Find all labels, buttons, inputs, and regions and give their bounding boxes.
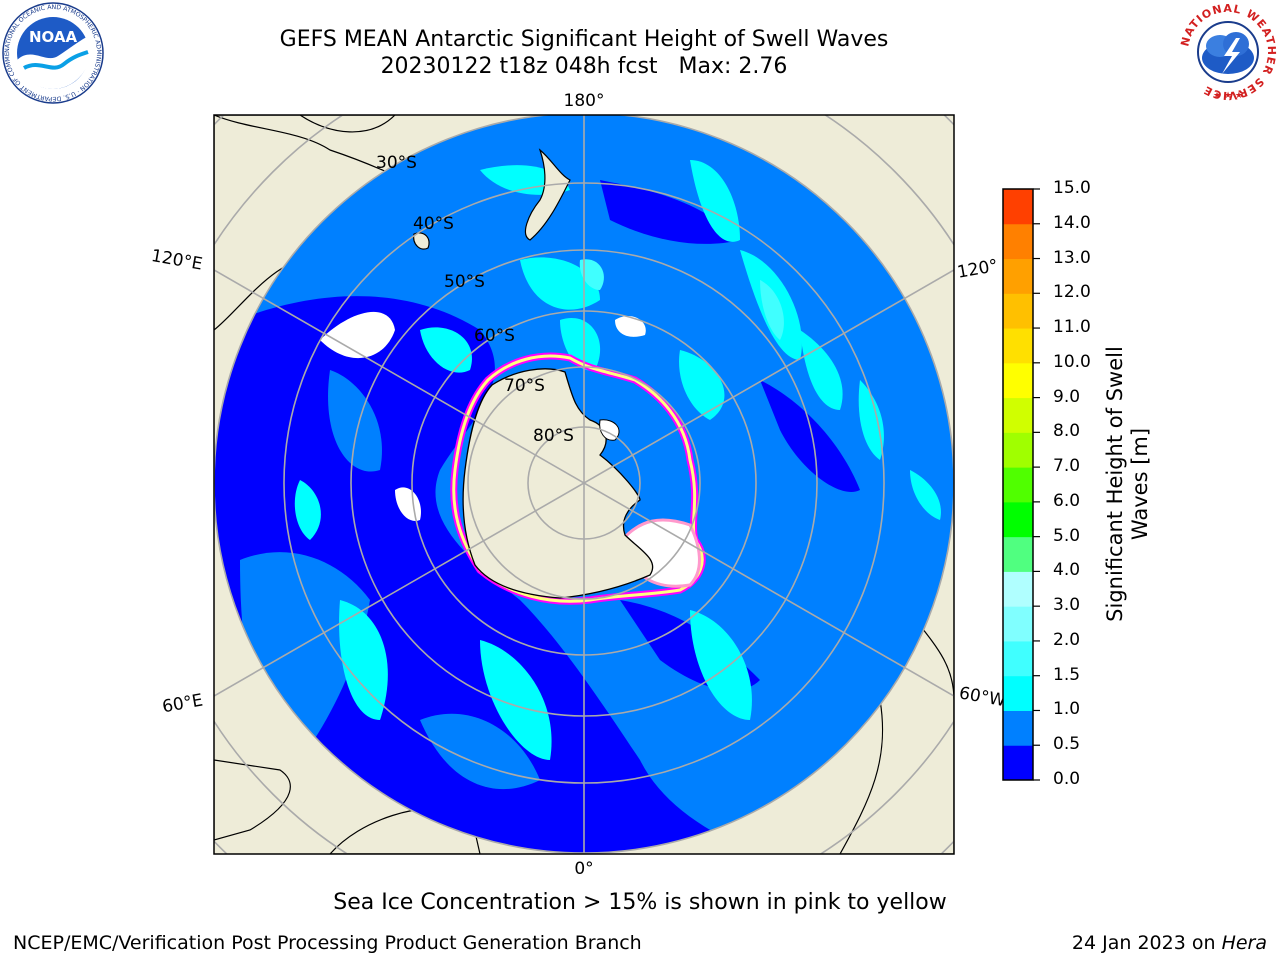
colorbar-tick-label: 13.0 <box>1053 247 1091 268</box>
new-zealand <box>525 148 571 241</box>
colorbar-cell <box>1003 223 1033 260</box>
colorbar-title-line1: Significant Height of Swell <box>1103 346 1127 622</box>
antarctica <box>462 368 654 599</box>
lat-label-80s: 80°S <box>533 426 574 446</box>
colorbar-title-line2: Waves [m] <box>1128 427 1152 541</box>
colorbar-tick-label: 8.0 <box>1053 421 1081 442</box>
lon-label-120e: 120°E <box>150 246 204 275</box>
forecast-cycle: 20230122 t18z 048h fcst <box>380 54 658 79</box>
chart-title: GEFS MEAN Antarctic Significant Height o… <box>279 27 889 52</box>
lon-label-180: 180° <box>564 91 605 111</box>
colorbar-cell <box>1003 293 1033 329</box>
map-frame <box>213 114 955 855</box>
colorbar-cell <box>1003 397 1033 433</box>
colorbar-cell <box>1003 675 1033 711</box>
colorbar-cell <box>1003 432 1033 468</box>
lon-label-120w: 120° <box>956 256 1000 283</box>
nws-stars-icon: ★ ★ ★ <box>1213 91 1243 101</box>
southern-africa-coast <box>214 759 291 841</box>
footer-date: 24 Jan 2023 on Hera <box>1072 932 1267 954</box>
colorbar-tick-label: 7.0 <box>1053 456 1081 477</box>
colorbar-cell <box>1003 362 1033 399</box>
footer-credit: NCEP/EMC/Verification Post Processing Pr… <box>13 932 642 954</box>
colorbar-cell <box>1003 710 1033 746</box>
colorbar-tick-label: 6.0 <box>1053 490 1081 511</box>
colorbar-tick-label: 0.5 <box>1053 734 1081 755</box>
colorbar-tick-label: 3.0 <box>1053 595 1081 616</box>
colorbar-tick-label: 5.0 <box>1053 525 1081 546</box>
lat-label-40s: 40°S <box>413 214 454 234</box>
colorbar-tick-label: 2.0 <box>1053 629 1081 650</box>
graticule <box>214 115 954 854</box>
noaa-wordmark: NOAA <box>29 28 78 46</box>
colorbar-tick-label: 14.0 <box>1053 212 1091 233</box>
swell-band-1.0-1.5 <box>294 160 941 760</box>
meridian-60e-120w <box>214 269 954 697</box>
colorbar-cells <box>1003 189 1033 781</box>
colorbar-tick-label: 11.0 <box>1053 317 1091 338</box>
swell-band-1.5-2.0 <box>579 259 784 340</box>
colorbar-cell <box>1003 258 1033 294</box>
lon-label-0: 0° <box>574 859 593 879</box>
colorbar-tick-label: 0.0 <box>1053 769 1081 789</box>
chart-subtitle: 20230122 t18z 048h fcst Max: 2.76 <box>0 54 1168 79</box>
colorbar-cell <box>1003 328 1033 364</box>
lon-label-60e: 60°E <box>161 690 205 717</box>
lat-label-60s: 60°S <box>474 326 515 346</box>
lat-label-50s: 50°S <box>444 272 485 292</box>
colorbar-cell <box>1003 189 1033 225</box>
max-value: Max: 2.76 <box>678 54 788 79</box>
colorbar-cell <box>1003 536 1033 572</box>
no-data-patches <box>320 311 646 521</box>
colorbar-cell <box>1003 745 1033 781</box>
colorbar-tick-label: 9.0 <box>1053 386 1081 407</box>
colorbar-tick-label: 15.0 <box>1053 178 1091 198</box>
colorbar-tick-label: 1.5 <box>1053 664 1081 685</box>
colorbar-cell <box>1003 606 1033 642</box>
colorbar-cell <box>1003 571 1033 607</box>
tasmania <box>413 232 430 250</box>
noaa-logo: NATIONAL OCEANIC AND ATMOSPHERIC ADMINIS… <box>2 2 104 104</box>
colorbar-tick-label: 4.0 <box>1053 560 1081 581</box>
lat-label-70s: 70°S <box>504 376 545 396</box>
colorbar-tick-label: 12.0 <box>1053 282 1091 303</box>
colorbar-frame <box>1002 188 1034 781</box>
colorbar-tick-label: 1.0 <box>1053 699 1081 720</box>
footer-host: Hera <box>1221 932 1267 954</box>
sea-ice-note: Sea Ice Concentration > 15% is shown in … <box>333 890 947 915</box>
nws-logo: NATIONAL WEATHER SERVICE ★ ★ ★ <box>1178 2 1277 102</box>
colorbar-cell <box>1003 467 1033 503</box>
colorbar-cell <box>1003 640 1033 677</box>
lat-label-30s: 30°S <box>376 153 417 173</box>
colorbar-tick-label: 10.0 <box>1053 351 1091 372</box>
colorbar-tick-marks <box>1033 188 1040 781</box>
colorbar-cell <box>1003 501 1033 538</box>
footer-date-text: 24 Jan 2023 on <box>1071 932 1216 954</box>
colorbar <box>1002 188 1040 781</box>
